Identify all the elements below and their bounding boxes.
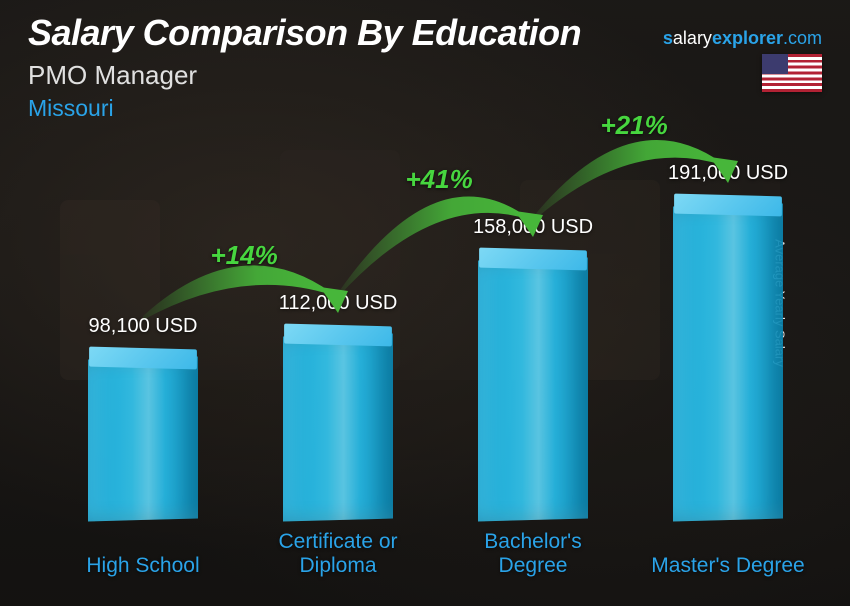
bar-value: 98,100 USD (89, 315, 198, 338)
bar-category-label: Certificate or Diploma (253, 530, 423, 578)
bar: 158,000 USD (478, 259, 588, 520)
job-title: PMO Manager (28, 60, 822, 91)
bar-value: 191,000 USD (668, 162, 788, 185)
bar-category-label: Bachelor's Degree (448, 530, 618, 578)
bar-value: 112,000 USD (279, 292, 398, 315)
bar-category-label: Master's Degree (643, 554, 813, 578)
us-flag-icon (762, 54, 822, 92)
bar-category-label: High School (58, 554, 228, 578)
brand-logo: salaryexplorer.com (663, 28, 822, 49)
increase-percent: +14% (211, 240, 278, 271)
bar-value: 158,000 USD (473, 216, 593, 239)
increase-percent: +41% (406, 164, 473, 195)
bar-chart: 98,100 USD High School 112,000 USD Certific… (48, 138, 808, 578)
location: Missouri (28, 95, 822, 122)
header: Salary Comparison By Education PMO Manag… (28, 12, 822, 122)
bar: 98,100 USD (88, 358, 198, 520)
bar: 191,000 USD (673, 205, 783, 520)
bar: 112,000 USD (283, 335, 393, 520)
